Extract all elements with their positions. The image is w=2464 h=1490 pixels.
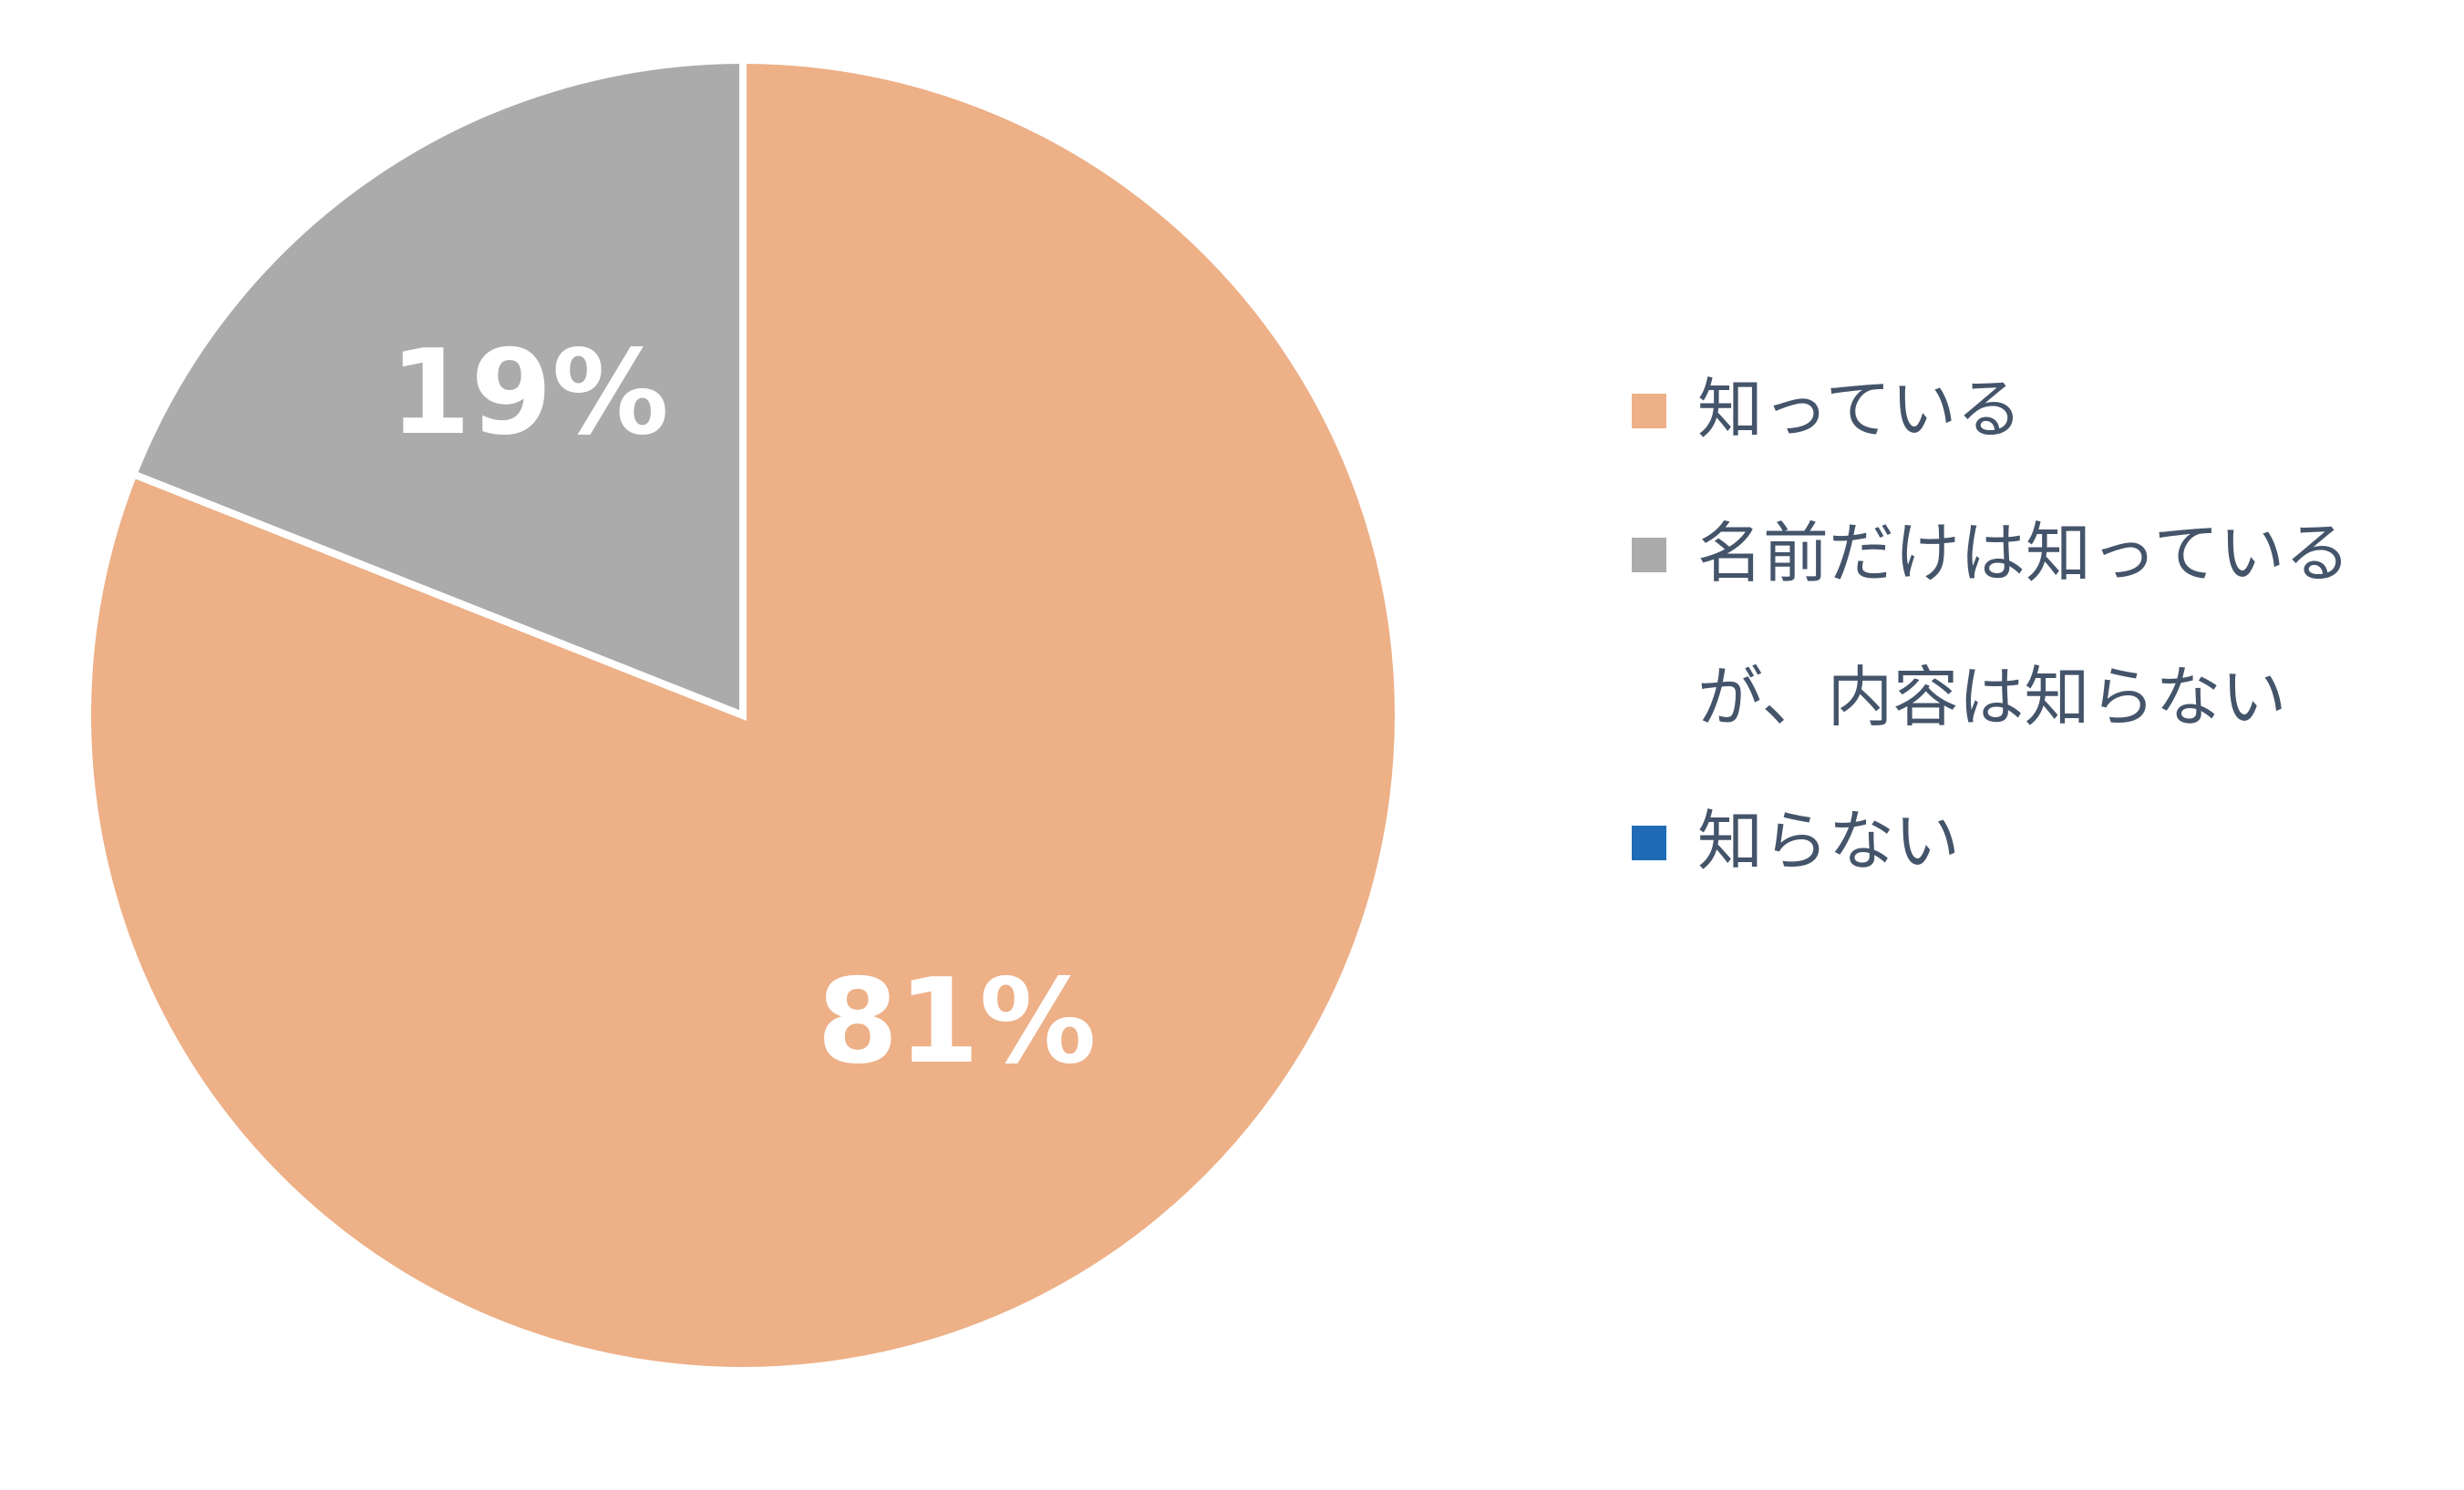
- value-label: 81%: [817, 954, 1096, 1090]
- legend-item: 名前だけは知っているが、内容は知らない: [1632, 481, 2372, 769]
- pie-slice: [129, 56, 747, 721]
- legend-label: 名前だけは知っているが、内容は知らない: [1697, 515, 2351, 735]
- legend-item: 知っている: [1632, 337, 2372, 481]
- legend: 知っている名前だけは知っているが、内容は知らない知らない: [1632, 337, 2452, 913]
- legend-label: 知っている: [1697, 371, 2023, 447]
- legend-item: 知らない: [1632, 769, 2372, 913]
- legend-label: 知らない: [1697, 803, 1961, 879]
- legend-swatch: [1632, 538, 1666, 572]
- value-label: 19%: [389, 325, 668, 461]
- legend-swatch: [1632, 394, 1666, 428]
- pie-slice: [84, 56, 1402, 1374]
- legend-swatch: [1632, 826, 1666, 860]
